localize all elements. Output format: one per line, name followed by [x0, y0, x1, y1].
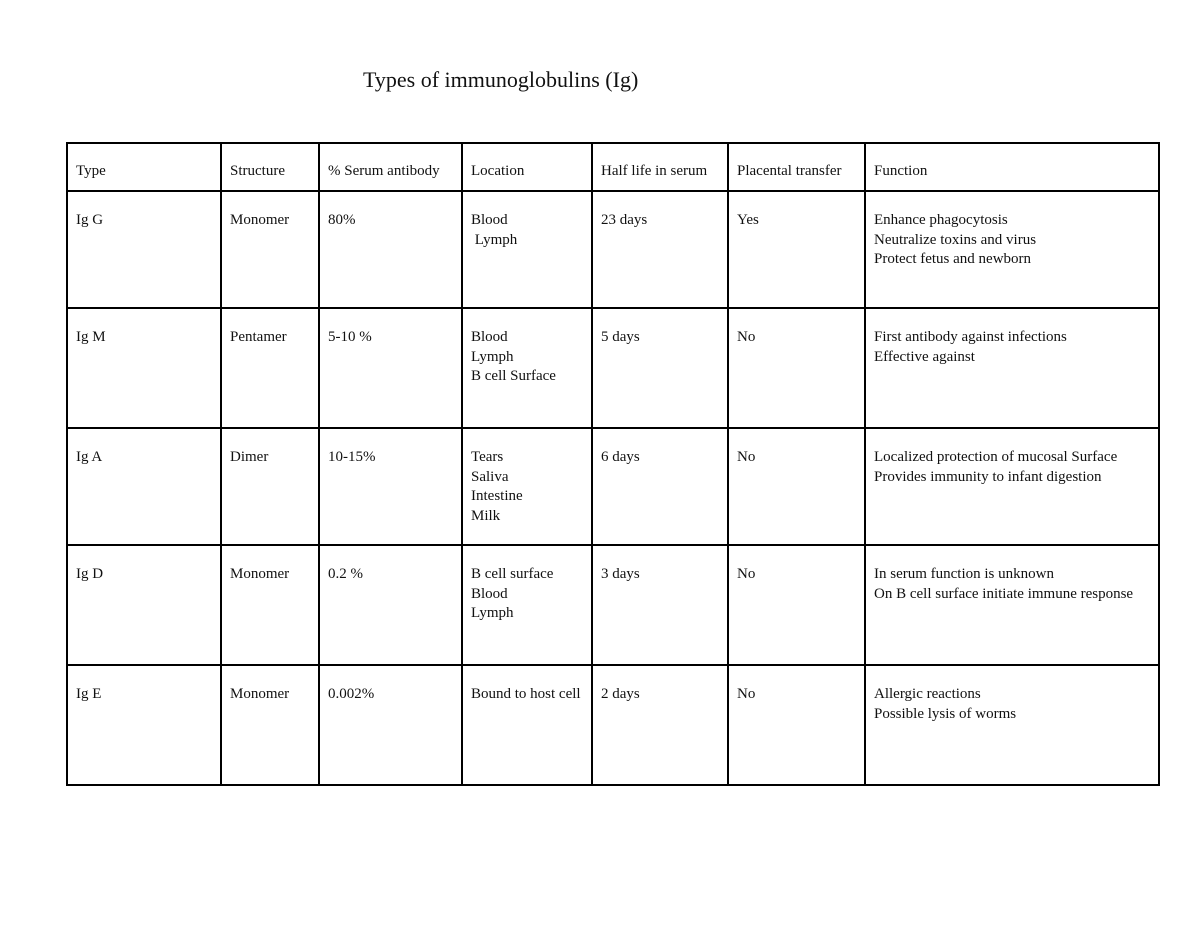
cell-structure: Dimer: [220, 427, 320, 546]
location-line: B cell Surface: [471, 368, 556, 384]
cell-type: Ig A: [66, 427, 222, 546]
cell-placental-transfer: No: [727, 307, 866, 429]
cell-function: Allergic reactions Possible lysis of wor…: [864, 664, 1160, 786]
location-line: B cell surface: [471, 566, 554, 582]
location-line: Lymph: [471, 348, 514, 365]
cell-half-life: 3 days: [591, 544, 729, 666]
cell-function: Enhance phagocytosis Neutralize toxins a…: [864, 190, 1160, 309]
function-line: On B cell surface initiate immune respon…: [874, 585, 1134, 602]
location-line: Blood: [471, 212, 508, 228]
column-header-location: Location: [461, 142, 593, 192]
location-line: Blood: [471, 585, 508, 602]
location-line: Lymph: [471, 231, 518, 248]
function-line: Neutralize toxins and virus: [874, 231, 1037, 248]
cell-half-life: 6 days: [591, 427, 729, 546]
column-header-type: Type: [66, 142, 222, 192]
table-header-row: Type Structure % Serum antibody Location…: [66, 142, 1160, 192]
function-line: Effective against: [874, 348, 975, 365]
cell-location: Tears Saliva Intestine Milk: [461, 427, 593, 546]
cell-location: Bound to host cell: [461, 664, 593, 786]
cell-serum-antibody: 0.2 %: [318, 544, 463, 666]
cell-function: Localized protection of mucosal Surface …: [864, 427, 1160, 546]
cell-structure: Monomer: [220, 664, 320, 786]
cell-serum-antibody: 0.002%: [318, 664, 463, 786]
location-line: Intestine: [471, 488, 523, 504]
immunoglobulin-table: Type Structure % Serum antibody Location…: [66, 142, 1160, 786]
table-row: Ig D Monomer 0.2 % B cell surface Blood …: [66, 544, 1160, 666]
location-line: Blood: [471, 329, 508, 345]
table-row: Ig A Dimer 10-15% Tears Saliva Intestine…: [66, 427, 1160, 546]
function-line: First antibody against infections: [874, 329, 1067, 345]
cell-placental-transfer: No: [727, 544, 866, 666]
function-line: Possible lysis of worms: [874, 705, 1017, 722]
cell-half-life: 5 days: [591, 307, 729, 429]
cell-type: Ig M: [66, 307, 222, 429]
cell-serum-antibody: 80%: [318, 190, 463, 309]
cell-half-life: 23 days: [591, 190, 729, 309]
column-header-serum-antibody: % Serum antibody: [318, 142, 463, 192]
cell-structure: Monomer: [220, 544, 320, 666]
cell-placental-transfer: No: [727, 664, 866, 786]
column-header-structure: Structure: [220, 142, 320, 192]
function-line: Allergic reactions: [874, 686, 981, 702]
cell-placental-transfer: Yes: [727, 190, 866, 309]
cell-half-life: 2 days: [591, 664, 729, 786]
cell-location: Blood Lymph: [461, 190, 593, 309]
cell-serum-antibody: 10-15%: [318, 427, 463, 546]
cell-structure: Pentamer: [220, 307, 320, 429]
column-header-placental-transfer: Placental transfer: [727, 142, 866, 192]
table-row: Ig G Monomer 80% Blood Lymph 23 days Yes…: [66, 190, 1160, 309]
table-row: Ig E Monomer 0.002% Bound to host cell 2…: [66, 664, 1160, 786]
column-header-half-life: Half life in serum: [591, 142, 729, 192]
cell-type: Ig E: [66, 664, 222, 786]
cell-location: Blood Lymph B cell Surface: [461, 307, 593, 429]
cell-serum-antibody: 5-10 %: [318, 307, 463, 429]
page-title: Types of immunoglobulins (Ig): [363, 67, 639, 92]
location-line: Saliva: [471, 468, 509, 485]
location-line: Bound to host cell: [471, 686, 581, 702]
cell-placental-transfer: No: [727, 427, 866, 546]
cell-function: In serum function is unknown On B cell s…: [864, 544, 1160, 666]
cell-structure: Monomer: [220, 190, 320, 309]
function-line: In serum function is unknown: [874, 566, 1054, 582]
function-line: Provides immunity to infant digestion: [874, 468, 1102, 485]
function-line: Protect fetus and newborn: [874, 251, 1032, 267]
cell-type: Ig G: [66, 190, 222, 309]
function-line: Localized protection of mucosal Surface: [874, 449, 1118, 465]
location-line: Tears: [471, 449, 504, 465]
cell-function: First antibody against infections Effect…: [864, 307, 1160, 429]
location-line: Milk: [471, 507, 501, 524]
column-header-function: Function: [864, 142, 1160, 192]
cell-type: Ig D: [66, 544, 222, 666]
cell-location: B cell surface Blood Lymph: [461, 544, 593, 666]
function-line: Enhance phagocytosis: [874, 212, 1008, 228]
table-row: Ig M Pentamer 5-10 % Blood Lymph B cell …: [66, 307, 1160, 429]
location-line: Lymph: [471, 605, 514, 621]
